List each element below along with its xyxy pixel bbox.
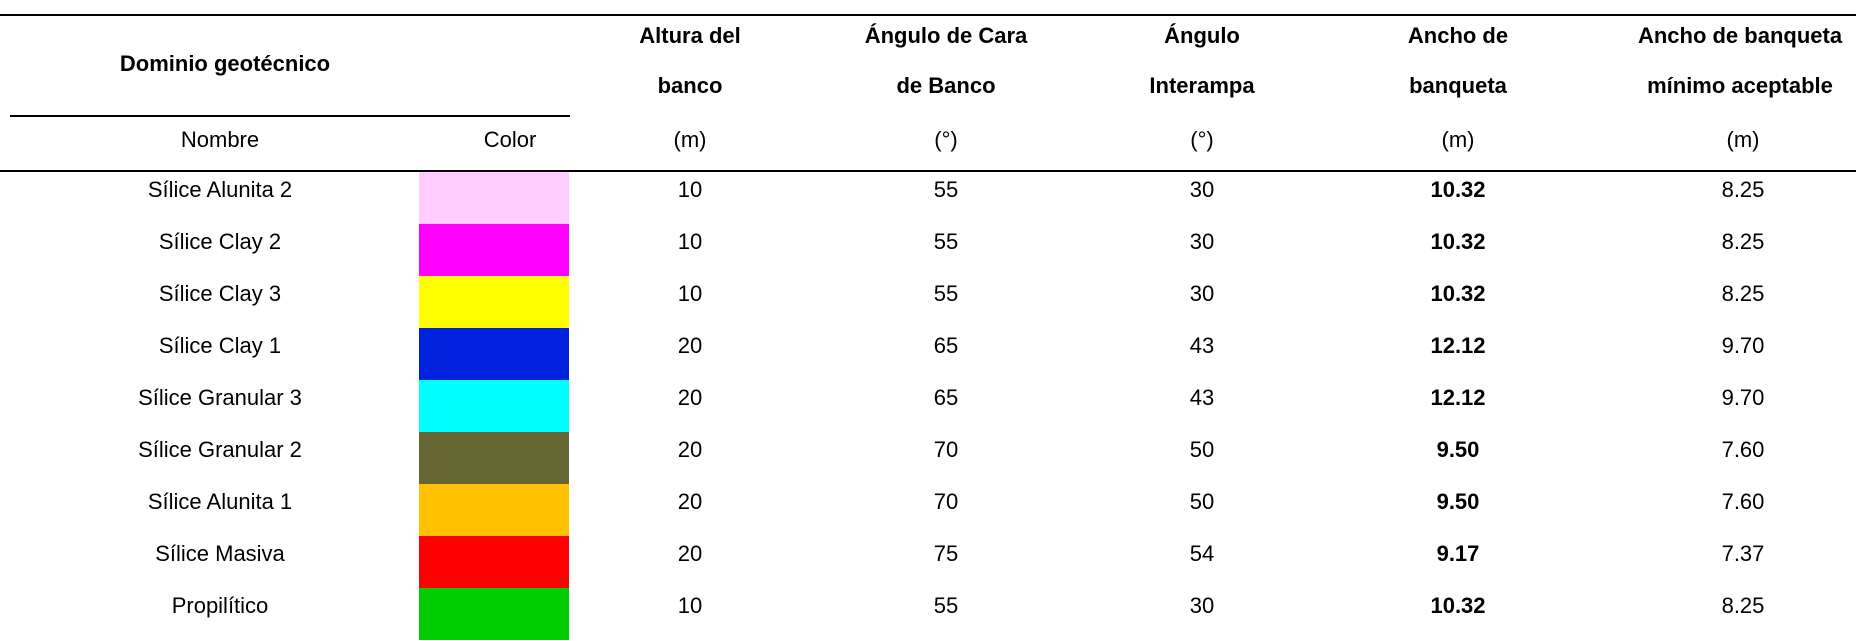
cell: 8.25	[1721, 281, 1765, 306]
row-name: Propilítico	[171, 593, 269, 618]
cell: 7.37	[1721, 541, 1765, 566]
cell: 7.60	[1721, 489, 1765, 514]
cell: 70	[933, 437, 959, 462]
cell: 10.32	[1430, 281, 1486, 306]
cell: 20	[677, 489, 703, 514]
column-title: de Banco	[896, 73, 996, 98]
cell: 50	[1189, 437, 1215, 462]
column-title: Ángulo	[1164, 23, 1240, 48]
row-name: Sílice Granular 2	[138, 437, 302, 462]
top-rule	[0, 14, 1856, 16]
cell: 65	[933, 385, 959, 410]
cell: 9.50	[1436, 489, 1480, 514]
column-unit: (°)	[934, 127, 958, 152]
cell: 20	[677, 385, 703, 410]
color-swatch	[419, 380, 569, 432]
cell: 20	[677, 541, 703, 566]
cell: 8.25	[1721, 593, 1765, 618]
column-unit: (m)	[1726, 127, 1760, 152]
column-title: Ángulo de Cara	[864, 23, 1028, 48]
column-title: banco	[657, 73, 723, 98]
row-name: Sílice Granular 3	[138, 385, 302, 410]
cell: 70	[933, 489, 959, 514]
color-swatch	[419, 484, 569, 536]
row-name: Sílice Masiva	[155, 541, 285, 566]
cell: 10.32	[1430, 177, 1486, 202]
cell: 10	[677, 281, 703, 306]
cell: 65	[933, 333, 959, 358]
cell: 12.12	[1430, 385, 1486, 410]
cell: 20	[677, 437, 703, 462]
column-title: mínimo aceptable	[1647, 73, 1833, 98]
cell: 30	[1189, 593, 1215, 618]
row-name: Sílice Clay 2	[158, 229, 282, 254]
cell: 10.32	[1430, 593, 1486, 618]
cell: 10	[677, 177, 703, 202]
row-name: Sílice Alunita 1	[147, 489, 293, 514]
cell: 55	[933, 281, 959, 306]
row-name: Sílice Clay 1	[158, 333, 282, 358]
color-swatch	[419, 328, 569, 380]
cell: 43	[1189, 333, 1215, 358]
cell: 54	[1189, 541, 1215, 566]
cell: 75	[933, 541, 959, 566]
header-rule	[0, 170, 1856, 172]
column-unit: (m)	[673, 127, 707, 152]
cell: 9.70	[1721, 385, 1765, 410]
color-swatch	[419, 588, 569, 640]
cell: 50	[1189, 489, 1215, 514]
column-title: banqueta	[1409, 73, 1507, 98]
column-unit: (m)	[1441, 127, 1475, 152]
column-title: Ancho de banqueta	[1637, 23, 1843, 48]
group-rule	[10, 115, 570, 117]
row-name: Sílice Clay 3	[158, 281, 282, 306]
cell: 30	[1189, 177, 1215, 202]
cell: 9.50	[1436, 437, 1480, 462]
cell: 10.32	[1430, 229, 1486, 254]
cell: 8.25	[1721, 177, 1765, 202]
cell: 55	[933, 229, 959, 254]
cell: 55	[933, 177, 959, 202]
cell: 8.25	[1721, 229, 1765, 254]
color-swatch	[419, 172, 569, 224]
cell: 12.12	[1430, 333, 1486, 358]
cell: 55	[933, 593, 959, 618]
group-title: Dominio geotécnico	[119, 51, 331, 76]
cell: 10	[677, 593, 703, 618]
color-swatch	[419, 536, 569, 588]
column-title: Altura del	[639, 23, 741, 48]
cell: 30	[1189, 229, 1215, 254]
sub-header: Nombre	[180, 127, 260, 152]
column-title: Interampa	[1149, 73, 1255, 98]
cell: 43	[1189, 385, 1215, 410]
cell: 9.17	[1436, 541, 1480, 566]
color-swatch	[419, 432, 569, 484]
column-unit: (°)	[1190, 127, 1214, 152]
row-name: Sílice Alunita 2	[147, 177, 293, 202]
cell: 9.70	[1721, 333, 1765, 358]
cell: 10	[677, 229, 703, 254]
cell: 7.60	[1721, 437, 1765, 462]
column-title: Ancho de	[1407, 23, 1509, 48]
cell: 30	[1189, 281, 1215, 306]
color-swatch	[419, 276, 569, 328]
color-swatch	[419, 224, 569, 276]
sub-header: Color	[483, 127, 537, 152]
cell: 20	[677, 333, 703, 358]
